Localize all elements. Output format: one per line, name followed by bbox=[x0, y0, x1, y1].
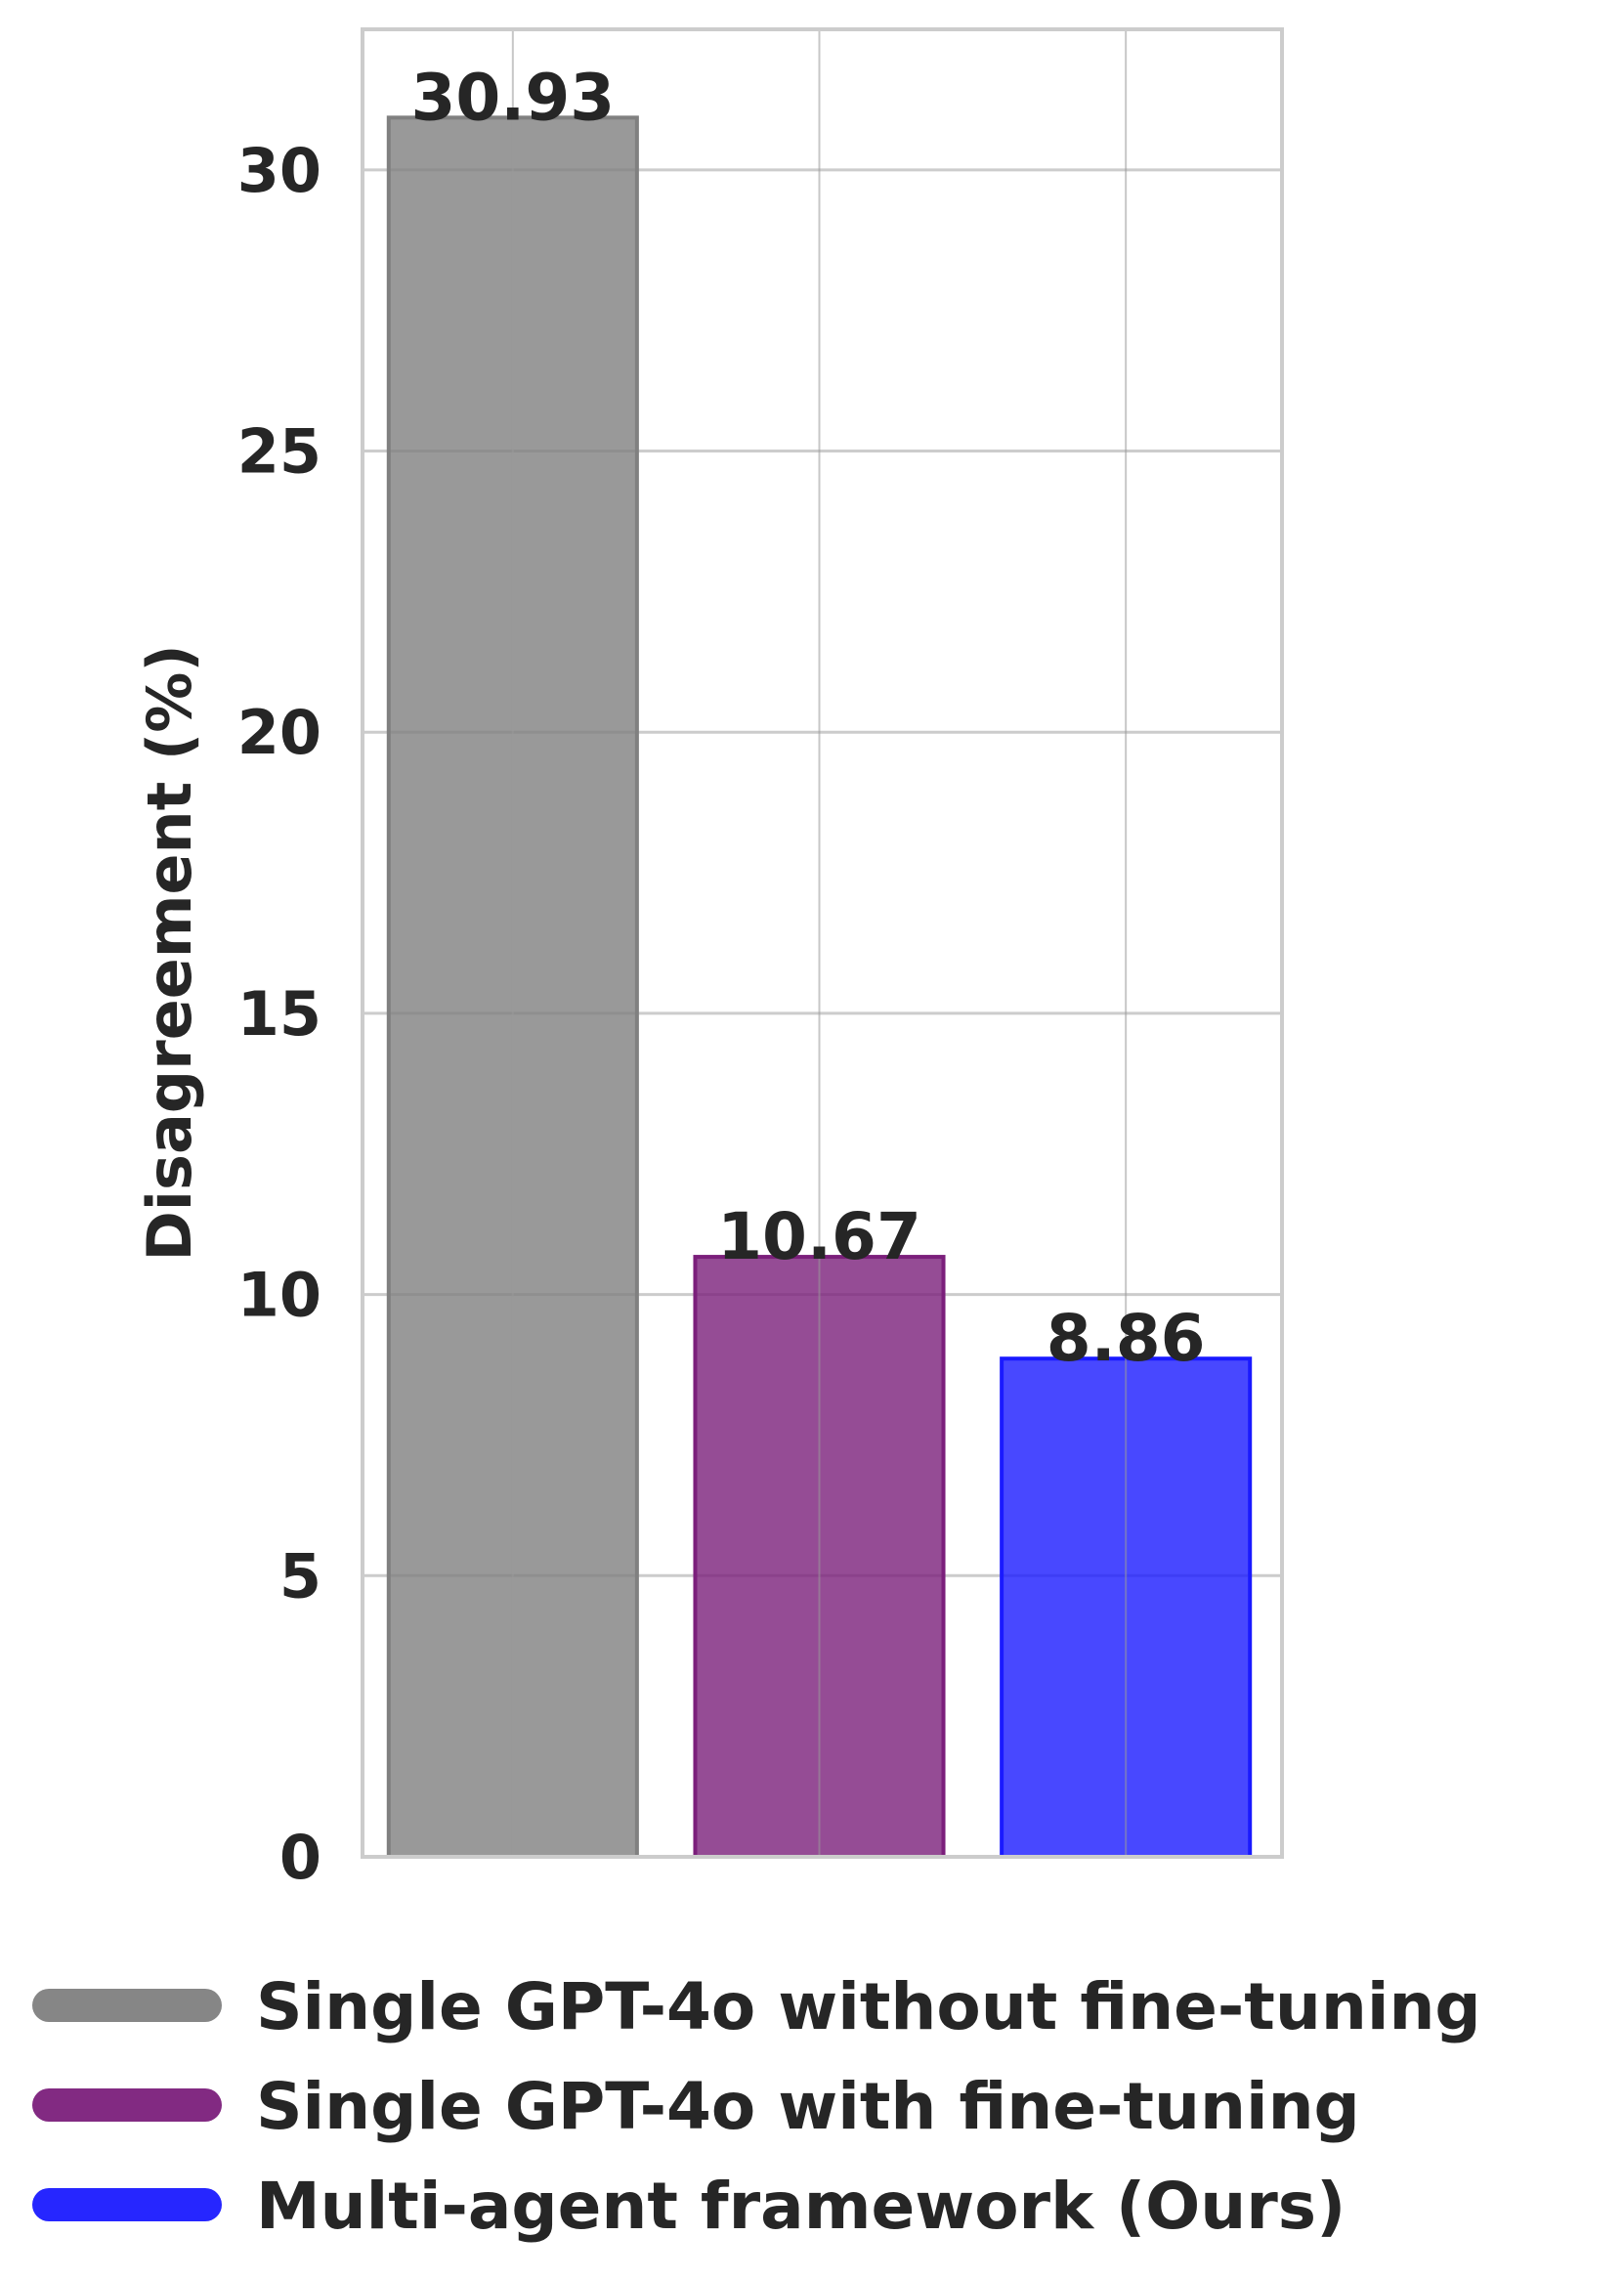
y-tick-label: 15 bbox=[237, 978, 321, 1050]
y-tick-label: 20 bbox=[237, 697, 321, 768]
y-axis: 0 5 10 15 20 25 30 bbox=[237, 135, 321, 1893]
legend-label: Single GPT-4o without fine-tuning bbox=[256, 1969, 1481, 2044]
data-label: 30.93 bbox=[410, 60, 615, 135]
legend-label: Multi-agent framework (Ours) bbox=[256, 2169, 1346, 2244]
y-tick-label: 5 bbox=[279, 1540, 321, 1612]
data-label: 8.86 bbox=[1047, 1301, 1206, 1376]
data-labels: 30.93 10.67 8.86 bbox=[410, 60, 1205, 1376]
y-tick-label: 25 bbox=[237, 416, 321, 488]
vertical-grid bbox=[511, 29, 1128, 1857]
legend-label: Single GPT-4o with fine-tuning bbox=[256, 2069, 1360, 2144]
y-tick-label: 10 bbox=[237, 1260, 321, 1331]
y-axis-title: Disagreement (%) bbox=[134, 644, 205, 1261]
legend: Single GPT-4o without fine-tuning Single … bbox=[32, 1969, 1481, 2244]
y-tick-label: 30 bbox=[237, 135, 321, 206]
y-tick-label: 0 bbox=[279, 1822, 321, 1893]
plot-frame bbox=[361, 27, 1284, 1859]
data-label: 10.67 bbox=[717, 1199, 921, 1274]
